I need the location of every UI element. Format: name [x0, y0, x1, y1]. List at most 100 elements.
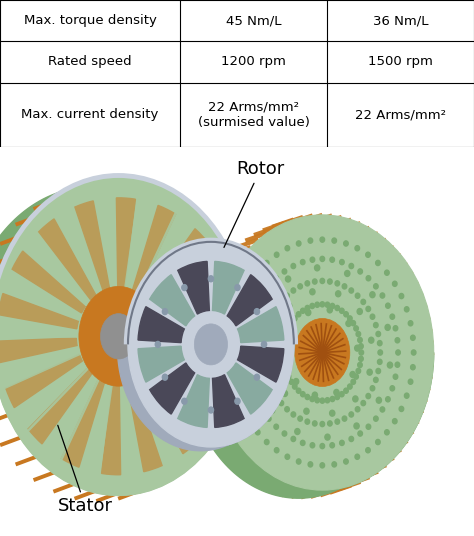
- Circle shape: [284, 331, 289, 337]
- Wedge shape: [0, 294, 78, 329]
- Ellipse shape: [295, 318, 350, 386]
- Circle shape: [236, 393, 240, 398]
- Circle shape: [335, 281, 339, 286]
- Circle shape: [274, 307, 279, 311]
- Circle shape: [254, 309, 259, 315]
- Circle shape: [254, 374, 259, 380]
- Ellipse shape: [79, 286, 158, 386]
- Circle shape: [282, 356, 286, 361]
- Circle shape: [298, 416, 302, 421]
- Circle shape: [247, 374, 251, 379]
- Circle shape: [340, 259, 344, 265]
- Circle shape: [411, 350, 416, 355]
- Circle shape: [266, 377, 271, 383]
- Circle shape: [410, 364, 415, 370]
- Circle shape: [229, 364, 234, 370]
- Circle shape: [286, 326, 291, 331]
- Circle shape: [273, 330, 278, 336]
- Circle shape: [285, 454, 290, 459]
- Circle shape: [286, 374, 291, 379]
- Wedge shape: [12, 251, 85, 313]
- Circle shape: [308, 462, 313, 467]
- Circle shape: [319, 319, 325, 326]
- Wedge shape: [75, 201, 109, 292]
- Circle shape: [283, 362, 287, 368]
- Circle shape: [370, 292, 375, 297]
- Circle shape: [255, 430, 260, 435]
- Circle shape: [262, 341, 267, 347]
- Circle shape: [270, 314, 274, 319]
- Circle shape: [312, 392, 318, 398]
- Wedge shape: [178, 375, 210, 427]
- Circle shape: [355, 345, 360, 351]
- Circle shape: [308, 238, 313, 243]
- Circle shape: [359, 356, 363, 361]
- Circle shape: [241, 406, 246, 412]
- Circle shape: [320, 278, 325, 284]
- Circle shape: [266, 284, 271, 289]
- Circle shape: [374, 377, 378, 383]
- Circle shape: [306, 310, 311, 316]
- Circle shape: [283, 391, 288, 397]
- Wedge shape: [132, 205, 175, 294]
- Circle shape: [344, 388, 348, 393]
- Circle shape: [349, 288, 354, 293]
- Circle shape: [320, 302, 325, 307]
- Circle shape: [296, 312, 301, 317]
- Circle shape: [358, 431, 363, 436]
- Circle shape: [376, 260, 380, 265]
- Circle shape: [305, 281, 310, 286]
- Circle shape: [320, 237, 325, 242]
- Circle shape: [361, 400, 365, 406]
- Circle shape: [404, 307, 409, 312]
- Circle shape: [395, 362, 400, 367]
- Circle shape: [399, 406, 404, 412]
- Circle shape: [287, 303, 292, 309]
- Polygon shape: [0, 177, 246, 346]
- Circle shape: [380, 407, 385, 412]
- Circle shape: [395, 338, 400, 343]
- Circle shape: [327, 307, 332, 313]
- Circle shape: [330, 443, 335, 448]
- Circle shape: [305, 419, 310, 424]
- Circle shape: [281, 350, 286, 355]
- Circle shape: [359, 350, 364, 355]
- Wedge shape: [117, 198, 136, 289]
- Circle shape: [270, 407, 275, 413]
- Circle shape: [339, 308, 344, 314]
- Circle shape: [350, 371, 355, 377]
- Circle shape: [384, 270, 389, 276]
- Ellipse shape: [0, 177, 246, 495]
- Circle shape: [274, 252, 279, 257]
- Circle shape: [310, 289, 315, 295]
- Circle shape: [408, 379, 413, 384]
- Circle shape: [325, 302, 330, 307]
- Wedge shape: [212, 262, 244, 314]
- Circle shape: [358, 362, 362, 368]
- Circle shape: [255, 303, 259, 308]
- Circle shape: [250, 314, 255, 319]
- Circle shape: [319, 379, 325, 385]
- Circle shape: [292, 384, 297, 389]
- Wedge shape: [237, 307, 284, 343]
- Circle shape: [334, 390, 339, 396]
- Circle shape: [336, 291, 341, 297]
- Circle shape: [374, 323, 378, 327]
- Circle shape: [264, 368, 269, 374]
- Circle shape: [351, 321, 356, 326]
- Circle shape: [366, 307, 371, 311]
- Circle shape: [332, 462, 337, 467]
- Wedge shape: [160, 310, 240, 334]
- Ellipse shape: [128, 242, 294, 447]
- Circle shape: [366, 276, 371, 281]
- Circle shape: [385, 324, 390, 330]
- Circle shape: [304, 408, 309, 414]
- Circle shape: [330, 397, 335, 401]
- Circle shape: [332, 238, 337, 243]
- Circle shape: [354, 374, 358, 379]
- Circle shape: [325, 434, 330, 440]
- Circle shape: [285, 245, 290, 251]
- Circle shape: [329, 410, 335, 416]
- Circle shape: [282, 269, 287, 274]
- Circle shape: [182, 285, 187, 291]
